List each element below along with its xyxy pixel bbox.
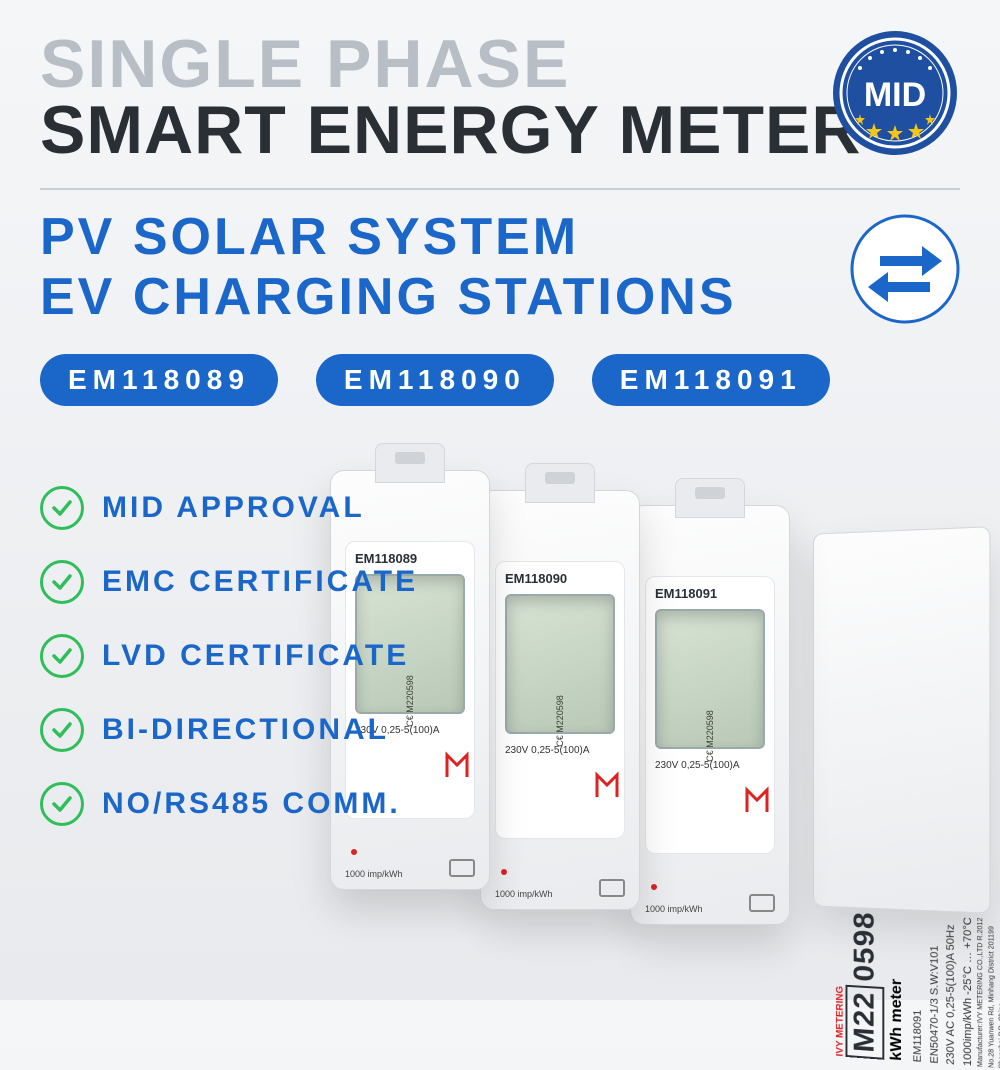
subtitle-2: EV CHARGING STATIONS (40, 268, 960, 328)
pill-em118089: EM118089 (40, 354, 278, 406)
side-mfg: Manufacturer:IVY METERING CO.,LTD R.2012… (976, 908, 1000, 1069)
pill-em118091: EM118091 (592, 354, 830, 406)
side-temp: 1000imp/kWh -25°C … +70°C (959, 907, 976, 1066)
side-model: EM118091 (910, 905, 926, 1063)
feature-label: BI-DIRECTIONAL (102, 713, 389, 747)
check-icon (40, 782, 84, 826)
brand-text: IVY METERING (835, 902, 846, 1057)
bidirectional-icon (850, 214, 960, 324)
title-subtle: SINGLE PHASE (40, 30, 960, 98)
check-icon (40, 708, 84, 752)
side-rating: 230V AC 0,25-5(100)A 50Hz (943, 907, 960, 1066)
mid-badge-icon: MID (830, 28, 960, 158)
feature-item: MID APPROVAL (40, 486, 960, 530)
model-pills: EM118089 EM118090 EM118091 (0, 328, 1000, 406)
check-icon (40, 486, 84, 530)
meter-button-icon (449, 859, 475, 877)
check-icon (40, 560, 84, 604)
feature-label: MID APPROVAL (102, 491, 365, 525)
meter-imp: 1000 imp/kWh (345, 869, 403, 879)
kwh-text: kWh meter (888, 905, 906, 1062)
feature-item: NO/RS485 COMM. (40, 782, 960, 826)
feature-item: EMC CERTIFICATE (40, 560, 960, 604)
svg-text:MID: MID (864, 76, 926, 114)
feature-label: EMC CERTIFICATE (102, 565, 418, 599)
feature-list: MID APPROVAL EMC CERTIFICATE LVD CERTIFI… (0, 406, 1000, 826)
meter-button-icon (749, 894, 775, 912)
subtitle-1: PV SOLAR SYSTEM (40, 208, 960, 268)
side-std: EN50470-1/3 S.W:V101 (926, 906, 942, 1064)
meter-imp: 1000 imp/kWh (495, 889, 553, 899)
title-main: SMART ENERGY METER (40, 96, 960, 164)
feature-label: LVD CERTIFICATE (102, 639, 409, 673)
meter-button-icon (599, 879, 625, 897)
feature-item: LVD CERTIFICATE (40, 634, 960, 678)
check-icon (40, 634, 84, 678)
feature-label: NO/RS485 COMM. (102, 787, 401, 821)
feature-item: BI-DIRECTIONAL (40, 708, 960, 752)
pill-em118090: EM118090 (316, 354, 554, 406)
meter-imp: 1000 imp/kWh (645, 904, 703, 914)
m-mark: M220598 (846, 903, 885, 1060)
